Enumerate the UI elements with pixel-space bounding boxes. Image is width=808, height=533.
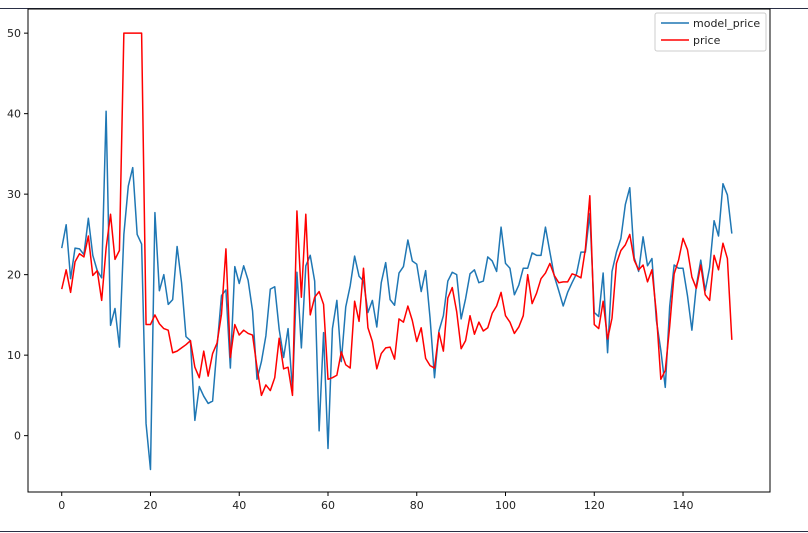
legend: model_price price xyxy=(654,12,767,52)
plot-area xyxy=(27,8,771,493)
y-tick-label: 40 xyxy=(7,108,21,121)
y-tick-label: 10 xyxy=(7,349,21,362)
legend-label-price: price xyxy=(693,34,721,47)
y-tick-label: 30 xyxy=(7,188,21,201)
series-lines xyxy=(60,32,733,471)
x-tick-label: 0 xyxy=(58,499,65,512)
y-tick-label: 50 xyxy=(7,27,21,40)
x-tick-label: 20 xyxy=(143,499,157,512)
legend-label-model-price: model_price xyxy=(693,17,760,30)
y-tick-label: 0 xyxy=(14,430,21,443)
y-tick-label: 20 xyxy=(7,269,21,282)
x-tick-label: 80 xyxy=(410,499,424,512)
x-tick-label: 60 xyxy=(321,499,335,512)
x-tick-label: 140 xyxy=(673,499,694,512)
x-tick-label: 100 xyxy=(495,499,516,512)
x-tick-label: 120 xyxy=(584,499,605,512)
series-line-price xyxy=(60,32,733,397)
axis-ticks: 0 20 40 60 80 100 120 140 0 10 20 30 40 50 xyxy=(7,27,694,512)
x-tick-label: 40 xyxy=(232,499,246,512)
bottom-rule xyxy=(0,531,808,532)
series-line-model-price xyxy=(60,110,733,471)
